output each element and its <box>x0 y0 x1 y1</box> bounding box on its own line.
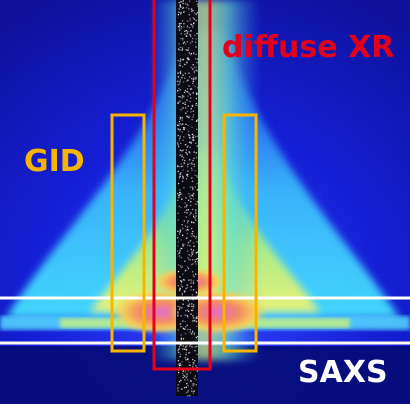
diffuse-xr-label: diffuse XR <box>222 30 395 65</box>
gid-box-right <box>222 113 258 353</box>
saxs-label: SAXS <box>298 355 388 390</box>
gid-box-left <box>110 113 146 353</box>
gid-label: GID <box>24 144 85 179</box>
diffuse-xr-box <box>152 0 212 371</box>
beamstop <box>176 0 199 397</box>
